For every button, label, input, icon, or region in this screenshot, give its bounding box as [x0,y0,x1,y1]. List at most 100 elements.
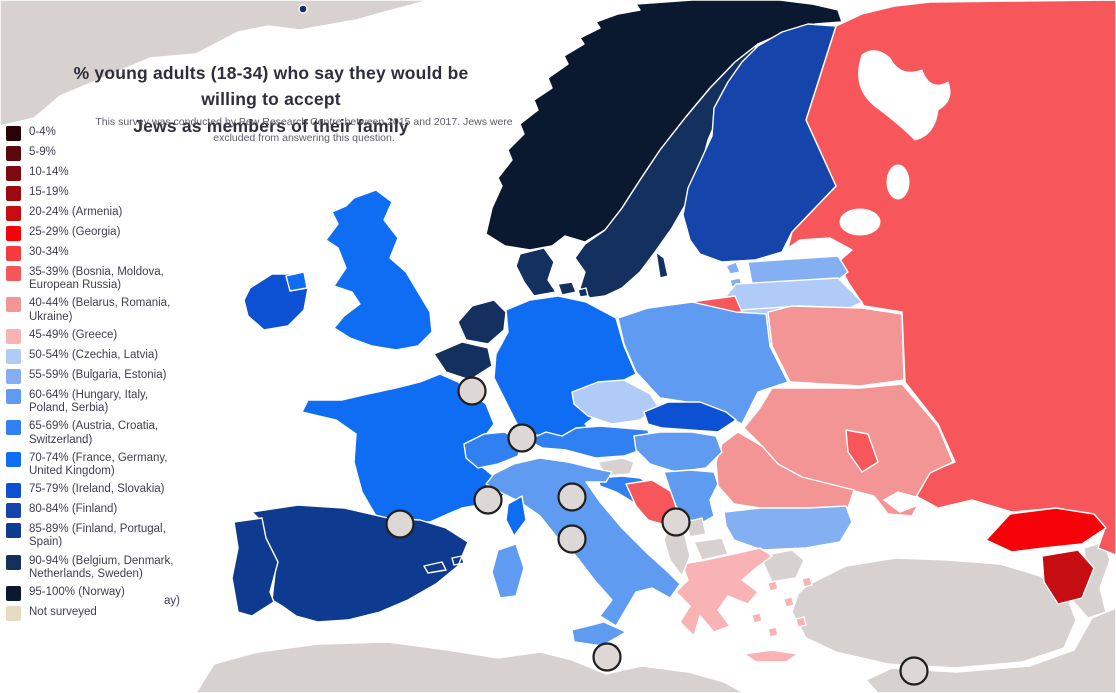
legend-label: 35-39% (Bosnia, Moldova, European Russia… [29,266,164,292]
legend-item: Not surveyed [6,606,196,622]
legend-label: 45-49% (Greece) [29,328,118,341]
legend-item: 40-44% (Belarus, Romania, Ukraine) [6,297,196,323]
country-moldova[interactable] [845,429,879,473]
legend-swatch [6,166,21,181]
legend-item: 10-14% [6,166,196,181]
legend-item: 70-74% (France, Germany, United Kingdom) [6,451,196,478]
marker-vatican[interactable] [557,524,587,554]
legend-swatch [6,483,21,499]
legend-item: 50-54% (Czechia, Latvia) [6,348,196,364]
legend-swatch [6,368,21,384]
legend-swatch [6,606,21,622]
legend-label: 20-24% (Armenia) [29,206,123,218]
legend-label: 15-19% [29,186,69,198]
legend-item: 45-49% (Greece) [6,328,196,344]
legend-label: 65-69% (Austria, Croatia, Switzerland) [29,420,159,446]
legend-swatch [6,126,21,141]
marker-monaco[interactable] [473,485,503,515]
legend-item: 20-24% (Armenia) [6,206,196,221]
legend-swatch [6,297,21,313]
legend-item: 15-19% [6,186,196,201]
legend-item: 75-79% (Ireland, Slovakia) [6,483,196,499]
legend-swatch [6,146,21,161]
marker-liechtenstein[interactable] [507,423,537,453]
marker-luxembourg[interactable] [457,376,487,406]
country-austria[interactable] [527,425,653,459]
lake-ladoga [839,208,881,236]
country-turkey-thrace[interactable] [759,549,805,583]
white-sea [858,50,951,141]
legend-item: 25-29% (Georgia) [6,226,196,241]
artifact-text: ay) [164,595,180,607]
country-armenia[interactable] [1041,549,1095,605]
country-portugal[interactable] [231,517,279,617]
country-iceland[interactable] [0,0,431,127]
country-greece[interactable] [675,547,773,637]
legend-label: 55-59% (Bulgaria, Estonia) [29,368,167,381]
country-serbia[interactable] [663,469,719,525]
legend-label: 95-100% (Norway) [29,586,125,599]
country-greece-islands[interactable] [743,576,813,663]
legend-item: 80-84% (Finland) [6,503,196,519]
country-turkey[interactable] [791,557,1077,669]
legend-label: 10-14% [29,166,69,178]
country-hungary[interactable] [633,431,723,473]
island-gotland[interactable] [655,251,669,279]
legend-label: 40-44% (Belarus, Romania, Ukraine) [29,297,171,323]
island-faroe[interactable] [298,4,308,14]
legend-swatch [6,348,21,364]
legend-label: 70-74% (France, Germany, United Kingdom) [29,451,168,477]
island-sardinia[interactable] [491,543,525,599]
marker-cyprus[interactable] [899,656,929,686]
country-slovakia[interactable] [643,401,737,433]
legend-swatch [6,554,21,570]
marker-andorra[interactable] [385,509,415,539]
country-bulgaria[interactable] [723,505,853,551]
country-united-kingdom[interactable] [325,189,433,351]
marker-malta[interactable] [592,642,622,672]
island-corsica[interactable] [505,495,527,537]
legend-swatch [6,328,21,344]
legend-item: 5-9% [6,146,196,161]
legend-swatch [6,206,21,221]
region-north-africa[interactable] [195,641,745,693]
legend-label: 90-94% (Belgium, Denmark, Netherlands, S… [29,554,174,580]
legend-item: 95-100% (Norway) [6,586,196,602]
legend-swatch [6,451,21,467]
country-russia[interactable] [787,0,1116,556]
country-georgia[interactable] [985,507,1107,553]
legend-label: 5-9% [29,146,56,158]
country-belarus[interactable] [767,305,905,387]
legend-label: 80-84% (Finland) [29,503,118,516]
marker-montenegro[interactable] [661,507,691,537]
country-denmark[interactable] [515,247,589,298]
legend-item: 65-69% (Austria, Croatia, Switzerland) [6,420,196,446]
legend-item: 90-94% (Belgium, Denmark, Netherlands, S… [6,554,196,581]
country-switzerland[interactable] [463,431,523,469]
legend-label: 0-4% [29,126,56,138]
legend-label: 25-29% (Georgia) [29,226,121,238]
country-belgium[interactable] [433,341,493,381]
legend-swatch [6,226,21,241]
country-finland[interactable] [682,23,837,263]
legend-swatch [6,420,21,436]
legend-label: 30-34% [29,246,69,258]
page-subtitle: This survey was conducted by Pew Researc… [95,116,513,145]
country-north-macedonia[interactable] [693,537,729,561]
country-sweden[interactable] [574,43,759,299]
legend-item: 35-39% (Bosnia, Moldova, European Russia… [6,266,196,292]
region-northern-ireland[interactable] [285,271,308,292]
country-poland[interactable] [617,301,789,425]
legend-label: 50-54% (Czechia, Latvia) [29,348,159,361]
legend-swatch [6,246,21,261]
legend-swatch [6,523,21,539]
lake-onega [886,164,910,200]
legend-swatch [6,186,21,201]
country-netherlands[interactable] [457,299,507,345]
legend-item: 0-4% [6,126,196,141]
marker-san-marino[interactable] [557,482,587,512]
island-sicily[interactable] [571,621,627,647]
legend-swatch [6,388,21,404]
country-kosovo[interactable] [685,517,707,538]
legend-swatch [6,586,21,602]
